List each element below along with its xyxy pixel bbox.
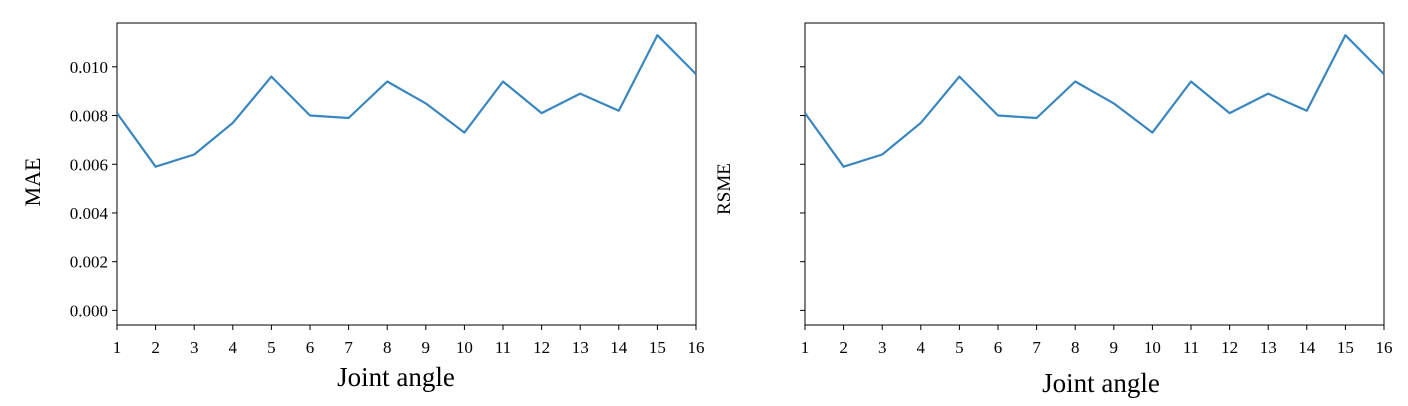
rsme-plot-frame — [804, 22, 1385, 326]
mae-y-tick-label: 0.004 — [70, 204, 109, 223]
mae-x-tick-label: 13 — [572, 338, 589, 357]
rsme-x-axis-label: Joint angle — [1042, 368, 1160, 398]
mae-x-tick-label: 6 — [306, 338, 315, 357]
rsme-series-line — [804, 34, 1385, 168]
mae-x-tick-label: 7 — [344, 338, 353, 357]
rsme-x-tick-label: 1 — [801, 338, 810, 357]
mae-y-tick-label: 0.006 — [70, 155, 108, 174]
mae-y-tick-label: 0.010 — [70, 58, 108, 77]
mae-series-line — [116, 34, 697, 168]
rsme-x-tick-label: 6 — [994, 338, 1003, 357]
mae-y-tick-label: 0.008 — [70, 107, 108, 126]
mae-x-tick-label: 16 — [688, 338, 705, 357]
rsme-x-tick-label: 9 — [1110, 338, 1119, 357]
rsme-x-tick-label: 7 — [1032, 338, 1041, 357]
rsme-x-tick-label: 3 — [878, 338, 887, 357]
mae-x-tick-label: 14 — [610, 338, 628, 357]
mae-x-tick-label: 1 — [113, 338, 122, 357]
mae-y-tick-label: 0.002 — [70, 253, 108, 272]
mae-x-tick-label: 9 — [422, 338, 431, 357]
rsme-x-tick-label: 5 — [955, 338, 964, 357]
mae-x-tick-label: 8 — [383, 338, 392, 357]
rsme-x-tick-label: 11 — [1183, 338, 1199, 357]
mae-y-tick-label: 0.000 — [70, 301, 108, 320]
mae-x-tick-label: 10 — [456, 338, 473, 357]
rsme-x-tick-label: 8 — [1071, 338, 1080, 357]
mae-x-tick-label: 11 — [495, 338, 511, 357]
rsme-chart: RSME Joint angle 1 2 3 4 5 6 7 8 9 10 11 12 13 14 15 16 — [714, 22, 1393, 398]
mae-x-tick-label: 12 — [533, 338, 550, 357]
rsme-x-tick-label: 13 — [1260, 338, 1277, 357]
mae-x-tick-label: 3 — [190, 338, 199, 357]
rsme-x-tick-label: 10 — [1144, 338, 1161, 357]
rsme-x-tick-label: 14 — [1298, 338, 1316, 357]
mae-chart: MAE Joint angle 0.000 0.002 0.004 0.006 0.00… — [20, 22, 705, 392]
mae-x-axis-label: Joint angle — [337, 362, 455, 392]
rsme-x-tick-label: 4 — [917, 338, 926, 357]
rsme-x-tick-label: 15 — [1337, 338, 1354, 357]
mae-x-tick-label: 5 — [267, 338, 276, 357]
mae-x-tick-label: 15 — [649, 338, 666, 357]
mae-y-axis-label: MAE — [20, 158, 45, 207]
rsme-x-tick-label: 2 — [839, 338, 848, 357]
mae-x-tick-label: 4 — [229, 338, 238, 357]
rsme-x-tick-label: 16 — [1376, 338, 1393, 357]
rsme-y-axis-label: RSME — [714, 163, 735, 215]
rsme-x-tick-label: 12 — [1221, 338, 1238, 357]
mae-x-tick-label: 2 — [151, 338, 160, 357]
mae-plot-frame — [116, 22, 697, 326]
